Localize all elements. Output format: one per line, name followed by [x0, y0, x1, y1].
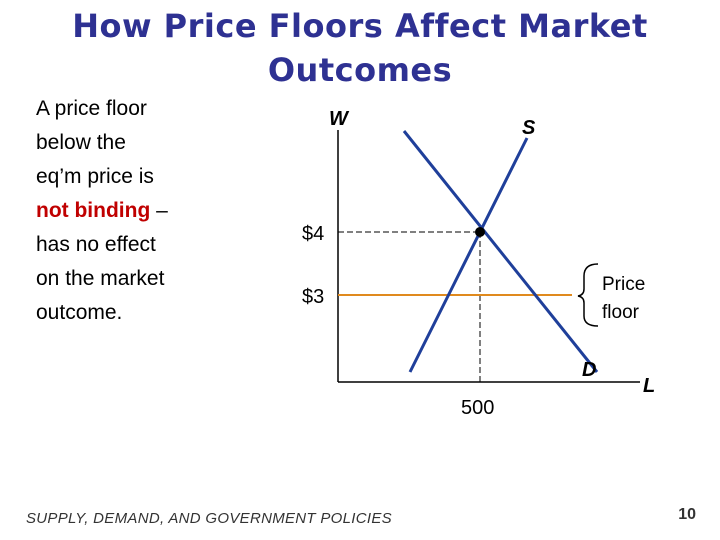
- eq-quantity-label: 500: [461, 397, 494, 419]
- text-line-6: on the market: [36, 267, 165, 290]
- x-axis-label: L: [643, 375, 655, 397]
- text-line-2: below the: [36, 131, 126, 154]
- title-line-2: Outcomes: [267, 51, 453, 89]
- text-line-7: outcome.: [36, 301, 123, 324]
- eq-price-label: $4: [302, 223, 324, 245]
- floor-price-label: $3: [302, 286, 324, 308]
- not-binding-emphasis: not binding: [36, 199, 151, 222]
- demand-label: D: [582, 359, 596, 381]
- price-floor-label-line-2: floor: [602, 302, 640, 323]
- slide-title: How Price Floors Affect Market Outcomes: [40, 4, 680, 92]
- equilibrium-point: [475, 227, 485, 237]
- supply-label: S: [522, 117, 536, 139]
- y-axis-label: W: [329, 108, 350, 130]
- supply-curve: [408, 137, 529, 373]
- text-line-1: A price floor: [36, 97, 147, 120]
- text-line-4: not binding –: [36, 194, 226, 228]
- footer-text: SUPPLY, DEMAND, AND GOVERNMENT POLICIES: [26, 510, 392, 527]
- price-floor-label-line-1: Price: [602, 274, 645, 295]
- dash-text: –: [150, 199, 168, 222]
- explanation-text: A price floor below the eq’m price is no…: [36, 92, 226, 330]
- title-line-1: How Price Floors Affect Market: [72, 7, 648, 45]
- page-number: 10: [678, 506, 696, 523]
- demand-curve: [402, 130, 599, 373]
- text-line-3: eq’m price is: [36, 165, 154, 188]
- price-floor-brace: [577, 263, 599, 327]
- text-line-5: has no effect: [36, 233, 156, 256]
